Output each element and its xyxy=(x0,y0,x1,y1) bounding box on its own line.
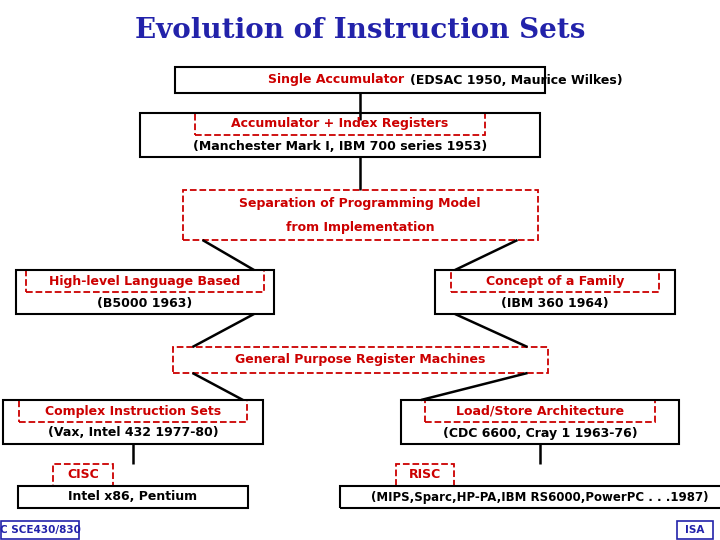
Bar xyxy=(425,400,655,422)
Bar xyxy=(340,486,720,508)
Bar xyxy=(16,270,274,314)
Bar xyxy=(401,400,679,444)
Bar xyxy=(451,270,659,292)
Text: General Purpose Register Machines: General Purpose Register Machines xyxy=(235,354,485,367)
Text: C SCE430/830: C SCE430/830 xyxy=(0,525,81,535)
Bar xyxy=(1,521,79,539)
Text: (Manchester Mark I, IBM 700 series 1953): (Manchester Mark I, IBM 700 series 1953) xyxy=(193,139,487,152)
Bar xyxy=(26,270,264,292)
Text: Single Accumulator: Single Accumulator xyxy=(268,73,408,86)
Text: High-level Language Based: High-level Language Based xyxy=(50,274,240,287)
Bar xyxy=(182,190,538,240)
Bar xyxy=(18,486,248,508)
Text: Load/Store Architecture: Load/Store Architecture xyxy=(456,404,624,417)
Text: Intel x86, Pentium: Intel x86, Pentium xyxy=(68,490,197,503)
Bar xyxy=(173,347,547,373)
Bar xyxy=(3,400,263,444)
Bar xyxy=(677,521,713,539)
Text: (B5000 1963): (B5000 1963) xyxy=(97,296,193,309)
Bar xyxy=(140,113,540,157)
Bar xyxy=(195,113,485,135)
Text: (Vax, Intel 432 1977-80): (Vax, Intel 432 1977-80) xyxy=(48,427,218,440)
Text: RISC: RISC xyxy=(409,469,441,482)
Text: (CDC 6600, Cray 1 1963-76): (CDC 6600, Cray 1 1963-76) xyxy=(443,427,637,440)
Text: (MIPS,Sparc,HP-PA,IBM RS6000,PowerPC . . .1987): (MIPS,Sparc,HP-PA,IBM RS6000,PowerPC . .… xyxy=(372,490,708,503)
Bar xyxy=(435,270,675,314)
Text: Concept of a Family: Concept of a Family xyxy=(486,274,624,287)
Text: from Implementation: from Implementation xyxy=(286,220,434,233)
Text: Accumulator + Index Registers: Accumulator + Index Registers xyxy=(231,118,449,131)
Text: Separation of Programming Model: Separation of Programming Model xyxy=(239,197,481,210)
Text: CISC: CISC xyxy=(67,469,99,482)
Text: ISA: ISA xyxy=(685,525,705,535)
Text: (IBM 360 1964): (IBM 360 1964) xyxy=(501,296,609,309)
Text: Evolution of Instruction Sets: Evolution of Instruction Sets xyxy=(135,17,585,44)
Text: Complex Instruction Sets: Complex Instruction Sets xyxy=(45,404,221,417)
Bar xyxy=(396,464,454,486)
Bar xyxy=(19,400,247,422)
Bar xyxy=(175,67,545,93)
Bar xyxy=(53,464,113,486)
Text: (EDSAC 1950, Maurice Wilkes): (EDSAC 1950, Maurice Wilkes) xyxy=(410,73,623,86)
